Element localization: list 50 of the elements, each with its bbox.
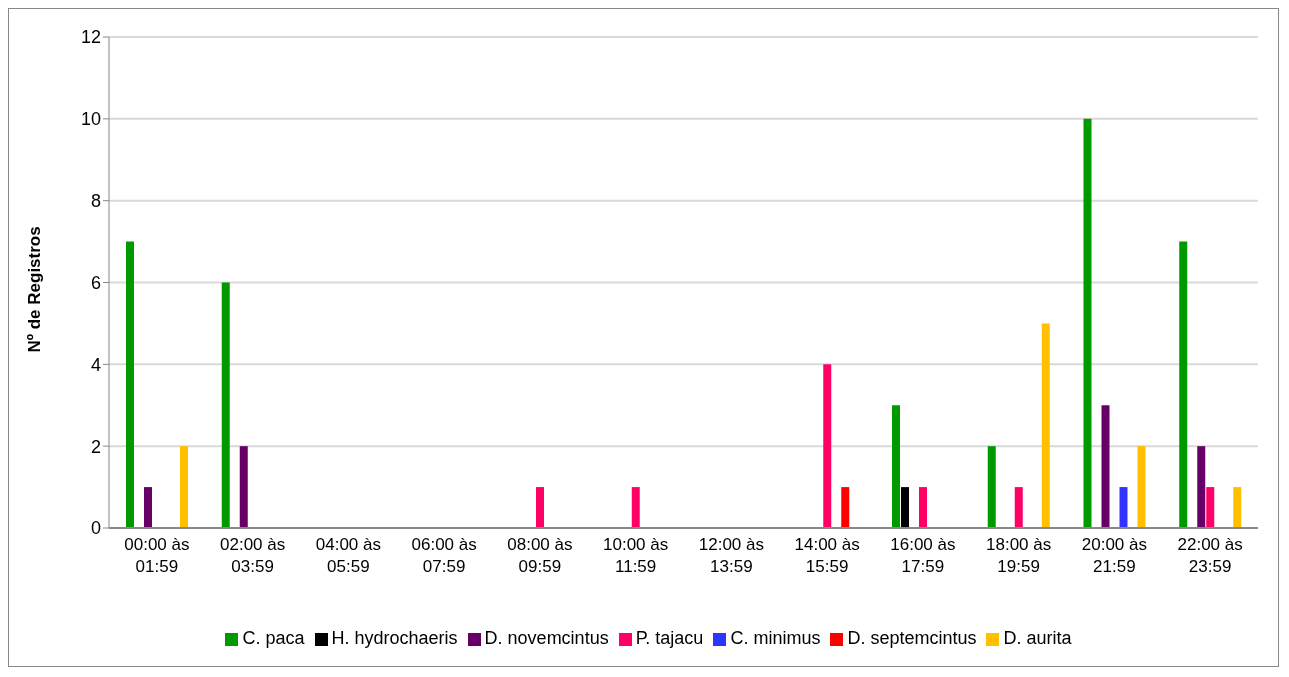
bar <box>180 446 188 528</box>
x-tick-label: 20:00 às 21:59 <box>1081 535 1147 576</box>
bar <box>1233 487 1242 528</box>
legend-label: H. hydrochaeris <box>331 628 458 648</box>
bar <box>1119 487 1128 528</box>
x-tick-label: 16:00 às 17:59 <box>890 535 956 576</box>
bar <box>1137 446 1146 528</box>
bar <box>823 364 832 528</box>
y-tick-label: 0 <box>90 518 101 539</box>
x-tick-label: 02:00 às 03:59 <box>220 535 286 576</box>
legend-label: C. minimus <box>730 628 821 648</box>
bar <box>1014 487 1023 528</box>
bar <box>631 487 640 528</box>
y-tick-label: 12 <box>80 27 101 48</box>
y-tick-label: 6 <box>90 272 101 293</box>
bar <box>1041 323 1050 528</box>
x-tick-label: 04:00 às 05:59 <box>315 535 381 576</box>
y-tick-label: 2 <box>90 436 101 457</box>
bar <box>144 487 152 528</box>
x-tick-label: 22:00 às 23:59 <box>1177 535 1243 576</box>
x-tick-label: 12:00 às 13:59 <box>698 535 764 576</box>
bar <box>1083 118 1092 528</box>
y-axis-title: Nº de Registros <box>25 226 45 353</box>
bar <box>221 282 230 528</box>
legend-label: D. septemcintus <box>847 628 977 648</box>
bar <box>892 405 900 528</box>
y-tick-label: 4 <box>90 354 101 375</box>
bar <box>1197 446 1206 528</box>
x-tick-label: 00:00 às 01:59 <box>124 535 190 576</box>
y-tick-label: 8 <box>90 191 101 212</box>
legend-label: P. tajacu <box>635 628 704 648</box>
bar <box>919 487 927 528</box>
legend-label: D. aurita <box>1003 628 1072 648</box>
legend-label: D. novemcintus <box>484 628 609 648</box>
x-tick-label: 14:00 às 15:59 <box>794 535 860 576</box>
bar <box>987 446 996 528</box>
legend-label: C. paca <box>242 628 305 648</box>
bar <box>126 241 134 528</box>
x-tick-label: 10:00 às 11:59 <box>603 535 669 576</box>
x-tick-label: 06:00 às 07:59 <box>411 535 477 576</box>
bar <box>1179 241 1188 528</box>
x-tick-label: 08:00 às 09:59 <box>507 535 573 576</box>
y-tick-label: 10 <box>80 109 101 130</box>
bar <box>1101 405 1110 528</box>
bar <box>536 487 544 528</box>
bar <box>901 487 909 528</box>
bar <box>841 487 850 528</box>
bar <box>1206 487 1215 528</box>
x-tick-label: 18:00 às 19:59 <box>986 535 1052 576</box>
bar <box>239 446 248 528</box>
